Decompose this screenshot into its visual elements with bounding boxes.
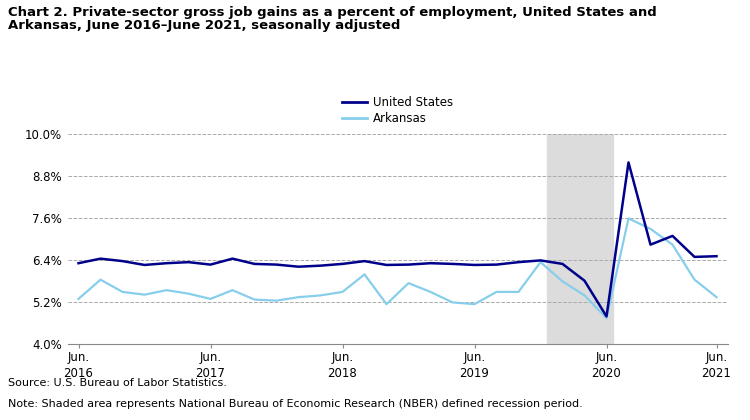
- United States: [162, 261, 171, 266]
- Arkansas: [426, 289, 435, 294]
- United States: [316, 263, 325, 268]
- Arkansas: [492, 289, 501, 294]
- United States: [712, 254, 721, 259]
- United States: [602, 314, 611, 319]
- Legend: United States, Arkansas: United States, Arkansas: [337, 91, 458, 130]
- United States: [558, 261, 567, 266]
- Line: United States: United States: [79, 163, 716, 316]
- United States: [448, 261, 457, 266]
- Arkansas: [74, 297, 83, 302]
- United States: [536, 258, 545, 263]
- Arkansas: [514, 289, 523, 294]
- Arkansas: [624, 216, 633, 221]
- United States: [96, 256, 105, 261]
- Arkansas: [602, 316, 611, 321]
- United States: [382, 262, 391, 268]
- United States: [140, 262, 149, 268]
- United States: [250, 261, 259, 266]
- Arkansas: [140, 292, 149, 297]
- Arkansas: [162, 288, 171, 293]
- Arkansas: [558, 279, 567, 284]
- Arkansas: [470, 302, 479, 307]
- Text: Source: U.S. Bureau of Labor Statistics.: Source: U.S. Bureau of Labor Statistics.: [8, 378, 226, 388]
- Arkansas: [382, 302, 391, 307]
- Arkansas: [228, 288, 237, 293]
- Text: Note: Shaded area represents National Bureau of Economic Research (NBER) defined: Note: Shaded area represents National Bu…: [8, 399, 582, 409]
- Bar: [547, 134, 613, 344]
- Arkansas: [118, 289, 127, 294]
- Arkansas: [404, 281, 413, 286]
- United States: [580, 278, 589, 283]
- United States: [690, 255, 699, 260]
- United States: [624, 160, 633, 165]
- Arkansas: [272, 298, 281, 303]
- Arkansas: [712, 295, 721, 300]
- United States: [470, 262, 479, 268]
- Arkansas: [316, 293, 325, 298]
- Arkansas: [690, 277, 699, 282]
- United States: [206, 262, 215, 267]
- United States: [514, 260, 523, 265]
- Arkansas: [250, 297, 259, 302]
- United States: [492, 262, 501, 267]
- Arkansas: [96, 277, 105, 282]
- Arkansas: [646, 226, 655, 231]
- United States: [272, 262, 281, 267]
- United States: [404, 262, 413, 267]
- Arkansas: [184, 291, 193, 296]
- United States: [228, 256, 237, 261]
- United States: [294, 264, 303, 269]
- United States: [118, 259, 127, 264]
- Arkansas: [206, 297, 215, 302]
- Arkansas: [294, 295, 303, 300]
- Text: Arkansas, June 2016–June 2021, seasonally adjusted: Arkansas, June 2016–June 2021, seasonall…: [8, 19, 400, 32]
- Line: Arkansas: Arkansas: [79, 218, 716, 318]
- United States: [668, 234, 677, 239]
- United States: [184, 260, 193, 265]
- United States: [338, 261, 347, 266]
- United States: [646, 242, 655, 247]
- Arkansas: [580, 293, 589, 298]
- Arkansas: [448, 300, 457, 305]
- Arkansas: [668, 242, 677, 247]
- United States: [360, 259, 369, 264]
- United States: [426, 261, 435, 266]
- Arkansas: [338, 289, 347, 294]
- Arkansas: [536, 260, 545, 265]
- Text: Chart 2. Private-sector gross job gains as a percent of employment, United State: Chart 2. Private-sector gross job gains …: [8, 6, 656, 19]
- Arkansas: [360, 272, 369, 277]
- United States: [74, 261, 83, 266]
